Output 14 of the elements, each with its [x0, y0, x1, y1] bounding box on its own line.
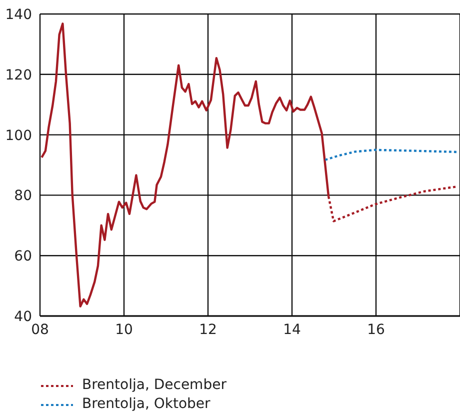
y-tick-label: 60 [14, 248, 32, 265]
y-tick-label: 40 [14, 308, 32, 325]
y-tick-label: 120 [5, 67, 32, 84]
line-series [324, 148, 459, 161]
x-tick-label: 10 [115, 322, 133, 338]
x-tick-label: 14 [283, 322, 301, 338]
x-tick-label: 12 [199, 322, 217, 338]
x-tick-label: 16 [367, 322, 385, 338]
legend-label: Brentolja, Oktober [82, 395, 210, 414]
y-tick-label: 80 [14, 188, 32, 204]
legend-label: Brentolja, December [82, 376, 226, 395]
x-tick-label: 08 [31, 322, 49, 338]
y-tick-label: 140 [5, 6, 32, 23]
y-tick-label: 100 [5, 128, 32, 144]
